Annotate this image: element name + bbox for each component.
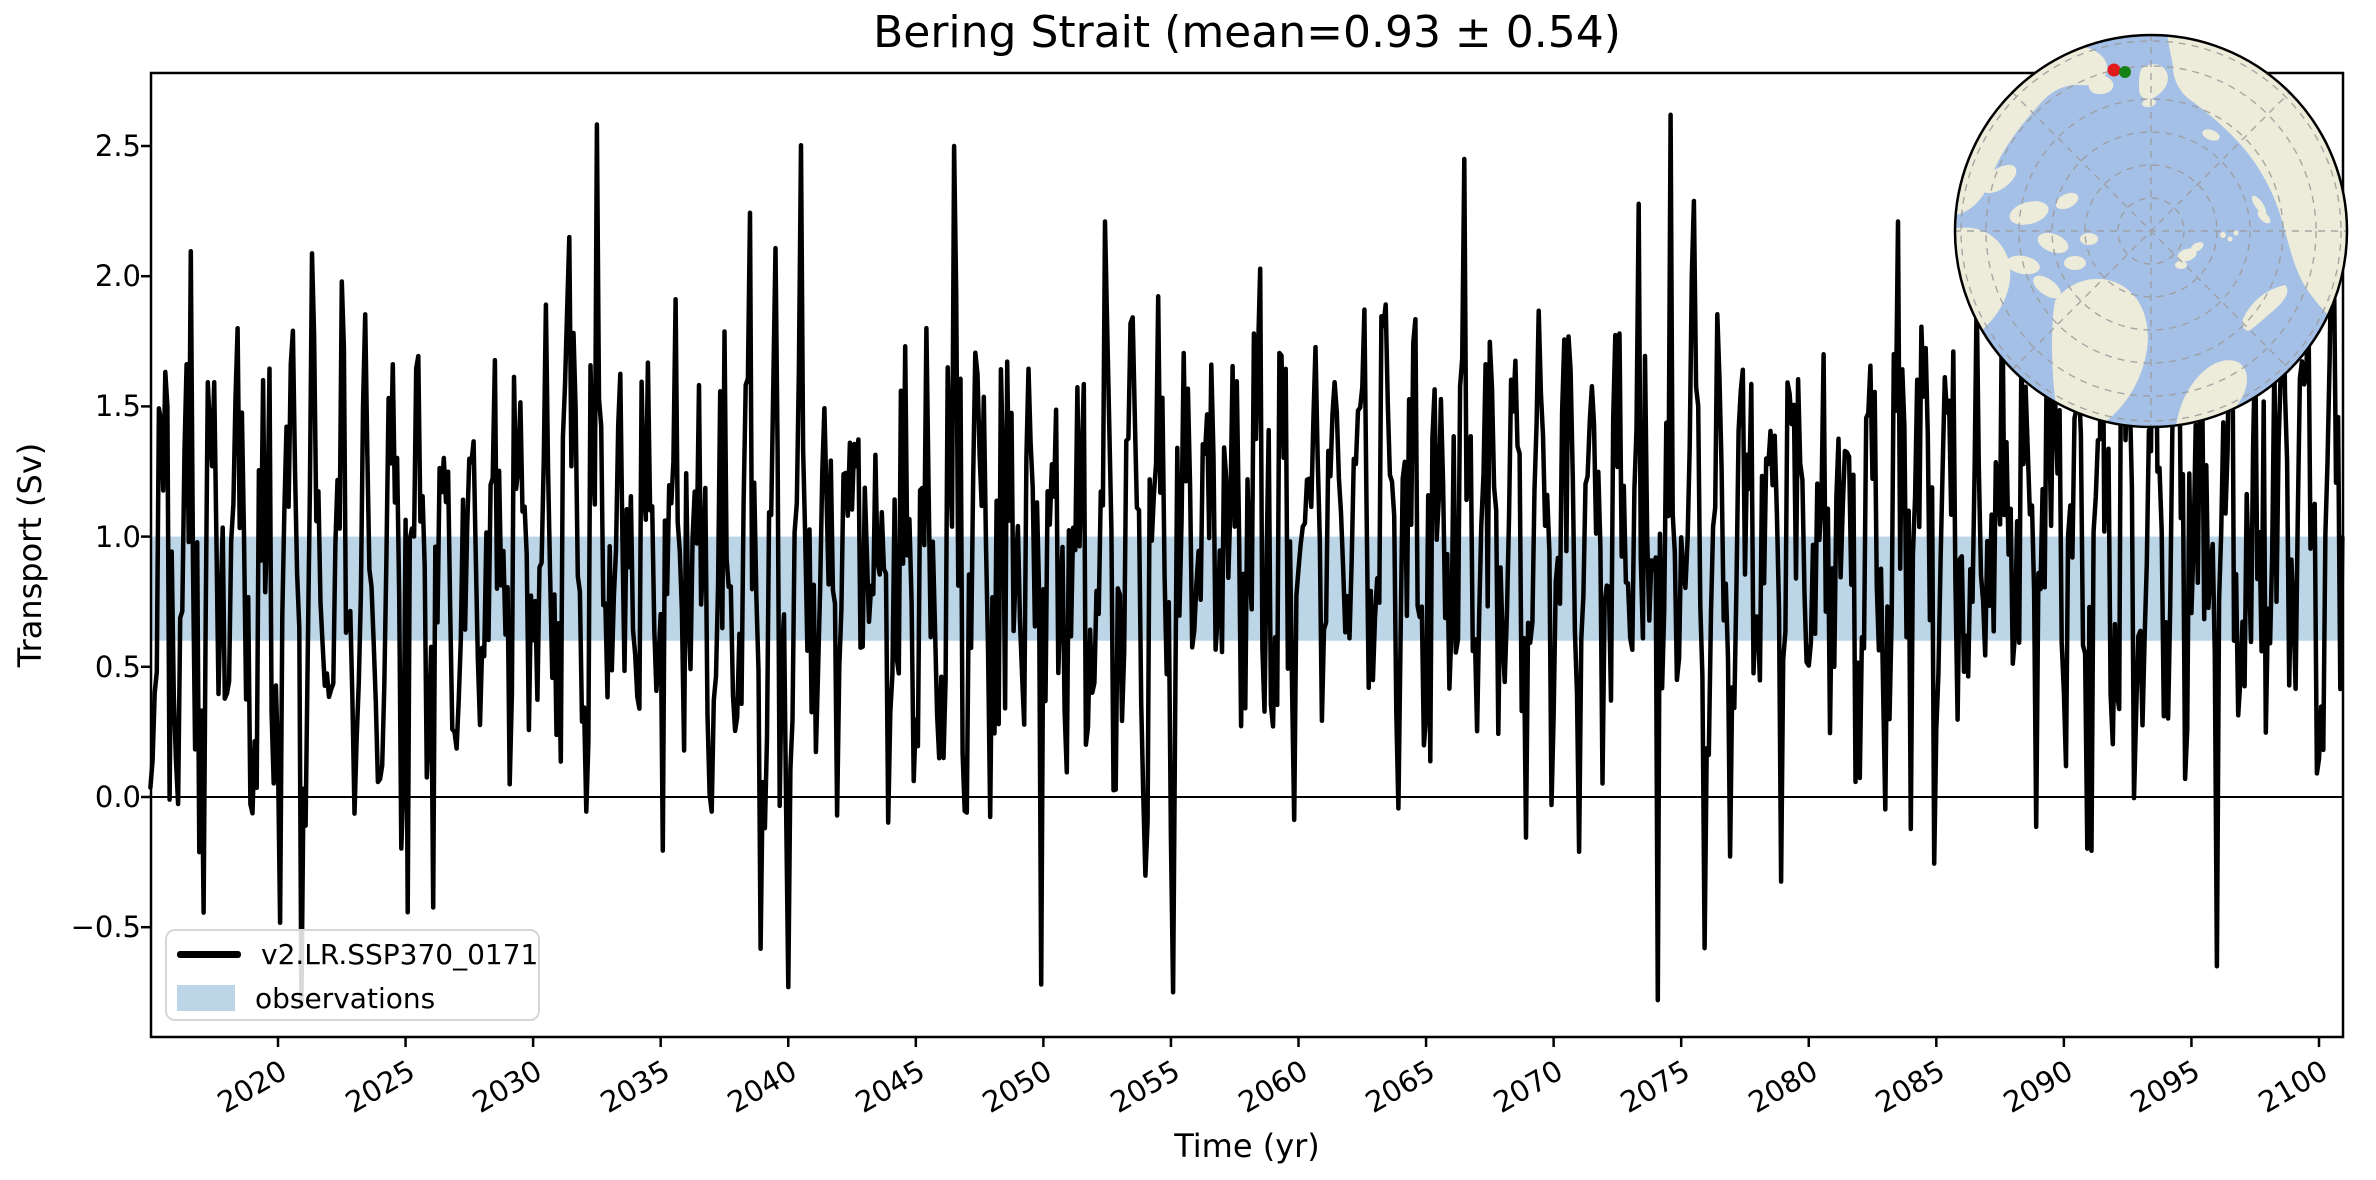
legend-label-series: v2.LR.SSP370_0171 (261, 937, 539, 971)
map-land-alaska (1954, 46, 2108, 216)
map-island-severnaya (2257, 210, 2271, 224)
map-island (1981, 164, 2017, 194)
map-island-svalbard (2190, 242, 2204, 252)
legend-row-observations: observations (177, 975, 435, 1021)
map-island (2009, 201, 2049, 225)
legend: v2.LR.SSP370_0171 observations (165, 929, 540, 1021)
map-island-franz-josef (2227, 236, 2233, 242)
map-land-seward-peninsula (2088, 75, 2114, 95)
map-island (2080, 233, 2098, 245)
y-tick-label: 2.5 (94, 129, 141, 163)
map-island-svalbard (2175, 261, 2187, 269)
legend-row-series: v2.LR.SSP370_0171 (177, 931, 538, 977)
map-island-franz-josef (2220, 232, 2226, 238)
y-tick-label: 2.0 (94, 259, 141, 294)
inset-map-arctic (1953, 33, 2349, 429)
map-graticule (1954, 34, 2348, 428)
map-island-svalbard (2177, 248, 2197, 262)
map-island-severnaya (2251, 195, 2267, 215)
map-island (2037, 232, 2069, 254)
y-tick-label: 0.5 (94, 649, 141, 684)
map-land-greenland (2052, 278, 2148, 428)
chart-title: Bering Strait (mean=0.93 ± 0.54) (873, 7, 1621, 58)
map-island (2055, 192, 2079, 210)
map-island-novaya-zemlya (2242, 285, 2288, 331)
legend-label-observations: observations (255, 981, 436, 1015)
y-tick-label: 1.5 (94, 389, 141, 424)
map-border (1953, 33, 2349, 429)
map-island-iceland (2094, 394, 2124, 412)
axes-spines (149, 71, 2345, 1039)
map-island-new-siberian (2202, 129, 2220, 141)
strait-marker-west (2107, 63, 2121, 77)
map-island-wrangel (2142, 98, 2156, 108)
legend-line-swatch (177, 950, 241, 958)
y-tick-label: −0.5 (70, 910, 141, 945)
x-axis-label: Time (yr) (1174, 1127, 1320, 1165)
y-tick-label: 0.0 (94, 780, 141, 814)
map-island (2033, 275, 2061, 299)
map-land-scandinavia (2175, 360, 2248, 428)
legend-patch-swatch (177, 985, 235, 1011)
map-land-chukotka-hook (2139, 64, 2168, 100)
map-island (2064, 256, 2086, 270)
map-island-franz-josef (2233, 230, 2239, 236)
strait-marker-east (2119, 66, 2131, 78)
y-tick-label: 1.0 (94, 519, 141, 554)
